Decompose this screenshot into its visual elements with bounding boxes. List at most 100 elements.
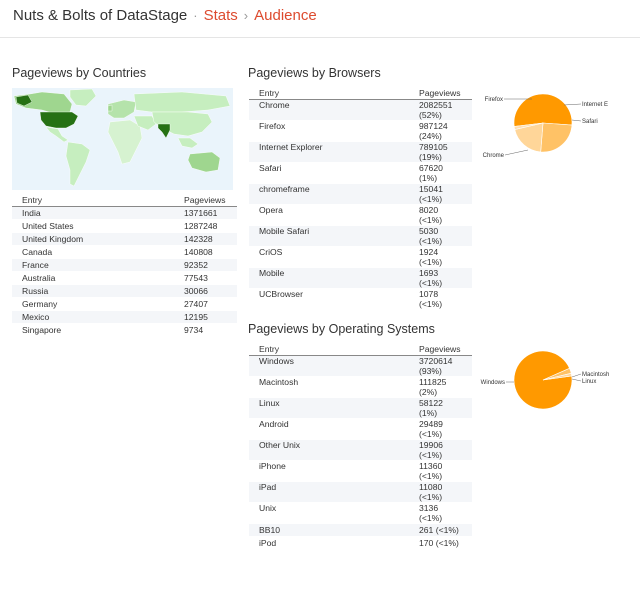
region-africa [107, 119, 143, 165]
browsers-pageviews-percent: (<1%) [419, 193, 443, 204]
os-pageviews-value: 3720614 [419, 356, 453, 366]
os-pageviews-value: 3136 [419, 503, 439, 513]
os-pageviews-cell: 3720614 (93%) [419, 355, 472, 377]
countries-col-entry[interactable]: Entry [12, 195, 184, 207]
table-row: Linux 58122 (1%) [249, 397, 472, 419]
table-row: Australia 77543 [12, 271, 237, 285]
country-pageviews: 1371661 [184, 206, 237, 220]
os-pageviews-percent: (1%) [419, 407, 438, 418]
browsers-pageviews-cell: 1693 (<1%) [419, 267, 472, 289]
breadcrumb-audience-link[interactable]: Audience [254, 7, 317, 24]
browsers-pageviews-value: 2082551 [419, 100, 453, 110]
browsers-entry: UCBrowser [249, 288, 419, 310]
os-pageviews-percent: (<1%) [419, 470, 443, 481]
os-pie-label: Windows [481, 380, 505, 386]
os-entry: iPad [249, 481, 419, 503]
table-row: Safari 67620 (1%) [249, 162, 472, 184]
os-entry: Macintosh [249, 376, 419, 398]
region-united-states [39, 111, 79, 129]
browsers-pageviews-percent: (24%) [419, 130, 442, 141]
countries-table: Entry Pageviews India 1371661 United Stat… [12, 195, 237, 336]
os-pageviews-value: 11360 [419, 461, 443, 471]
os-pageviews-cell: 58122 (1%) [419, 397, 472, 419]
browsers-col-pageviews[interactable]: Pageviews [419, 88, 472, 100]
table-row: Windows 3720614 (93%) [249, 355, 472, 377]
browsers-pie-slice-internet-explorer[interactable] [514, 122, 544, 153]
browsers-pageviews-cell: 1078 (<1%) [419, 288, 472, 310]
os-pageviews-value: 11080 [419, 482, 443, 492]
os-table: Entry Pageviews Windows 3720614 (93%) Macin… [249, 344, 472, 549]
table-row: Mexico 12195 [12, 310, 237, 324]
table-row: India 1371661 [12, 206, 237, 220]
countries-col-pageviews[interactable]: Pageviews [184, 195, 237, 207]
country-entry: Germany [12, 297, 184, 311]
os-pageviews-value: 170 (<1%) [419, 538, 459, 548]
os-pageviews-cell: 11080 (<1%) [419, 481, 472, 503]
table-row: France 92352 [12, 258, 237, 272]
country-pageviews: 12195 [184, 310, 237, 324]
country-pageviews: 27407 [184, 297, 237, 311]
country-entry: Singapore [12, 323, 184, 336]
table-row: Opera 8020 (<1%) [249, 204, 472, 226]
os-pageviews-cell: 111825 (2%) [419, 376, 472, 398]
table-row: Internet Explorer 789105 (19%) [249, 141, 472, 163]
browsers-pageviews-cell: 1924 (<1%) [419, 246, 472, 268]
country-entry: Mexico [12, 310, 184, 324]
table-row: Android 29489 (<1%) [249, 418, 472, 440]
breadcrumb-stats-link[interactable]: Stats [203, 7, 238, 24]
browsers-pie-label-line [563, 103, 582, 106]
os-col-pageviews[interactable]: Pageviews [419, 344, 472, 356]
os-pie-label-line [571, 378, 582, 382]
world-map[interactable] [12, 88, 233, 190]
os-col-entry[interactable]: Entry [249, 344, 419, 356]
os-pageviews-cell: 11360 (<1%) [419, 460, 472, 482]
browsers-pie-label: Firefox [485, 97, 503, 103]
os-pageviews-cell: 29489 (<1%) [419, 418, 472, 440]
os-title: Pageviews by Operating Systems [248, 322, 435, 336]
table-row: Canada 140808 [12, 245, 237, 259]
browsers-entry: Internet Explorer [249, 141, 419, 163]
table-row: Unix 3136 (<1%) [249, 502, 472, 524]
breadcrumb-separator: · [193, 8, 198, 23]
browsers-pie-slice-safari[interactable] [513, 122, 544, 130]
country-pageviews: 77543 [184, 271, 237, 285]
browsers-pie-slice-firefox[interactable] [540, 122, 573, 153]
browsers-pageviews-value: 987124 [419, 121, 448, 131]
browsers-pageviews-value: 5030 [419, 226, 439, 236]
country-entry: Canada [12, 245, 184, 259]
world-map-svg [12, 88, 233, 190]
os-pageviews-percent: (<1%) [419, 512, 443, 523]
os-entry: Android [249, 418, 419, 440]
site-title[interactable]: Nuts & Bolts of DataStage [13, 7, 188, 24]
browsers-pageviews-value: 789105 [419, 142, 448, 152]
table-row: Other Unix 19906 (<1%) [249, 439, 472, 461]
os-pageviews-cell: 3136 (<1%) [419, 502, 472, 524]
breadcrumb-arrow: › [243, 8, 249, 23]
browsers-pie-label-line [504, 149, 529, 156]
browsers-pie-slice-chrome[interactable] [513, 93, 573, 127]
browsers-pageviews-percent: (<1%) [419, 235, 443, 246]
browsers-pageviews-value: 8020 [419, 205, 439, 215]
os-entry: Unix [249, 502, 419, 524]
os-pie-label: Linux [582, 379, 596, 385]
region-united-kingdom [107, 104, 113, 112]
os-entry: BB10 [249, 523, 419, 537]
country-entry: India [12, 206, 184, 220]
region-india [157, 123, 171, 139]
browsers-pie-chart[interactable]: Firefox Internet E Safari Chrome [474, 86, 614, 166]
browsers-pageviews-cell: 67620 (1%) [419, 162, 472, 184]
browsers-pageviews-percent: (1%) [419, 172, 438, 183]
browsers-entry: Safari [249, 162, 419, 184]
country-pageviews: 92352 [184, 258, 237, 272]
browsers-entry: Mobile Safari [249, 225, 419, 247]
os-pageviews-percent: (2%) [419, 386, 438, 397]
browsers-pie-label: Safari [582, 119, 598, 125]
browsers-pageviews-value: 15041 [419, 184, 443, 194]
os-pie-label: Macintosh [582, 372, 609, 378]
browsers-pageviews-value: 1924 [419, 247, 439, 257]
os-pie-slice-linux[interactable] [542, 372, 573, 381]
os-pageviews-value: 261 (<1%) [419, 525, 459, 535]
browsers-pageviews-value: 67620 [419, 163, 443, 173]
browsers-col-entry[interactable]: Entry [249, 88, 419, 100]
